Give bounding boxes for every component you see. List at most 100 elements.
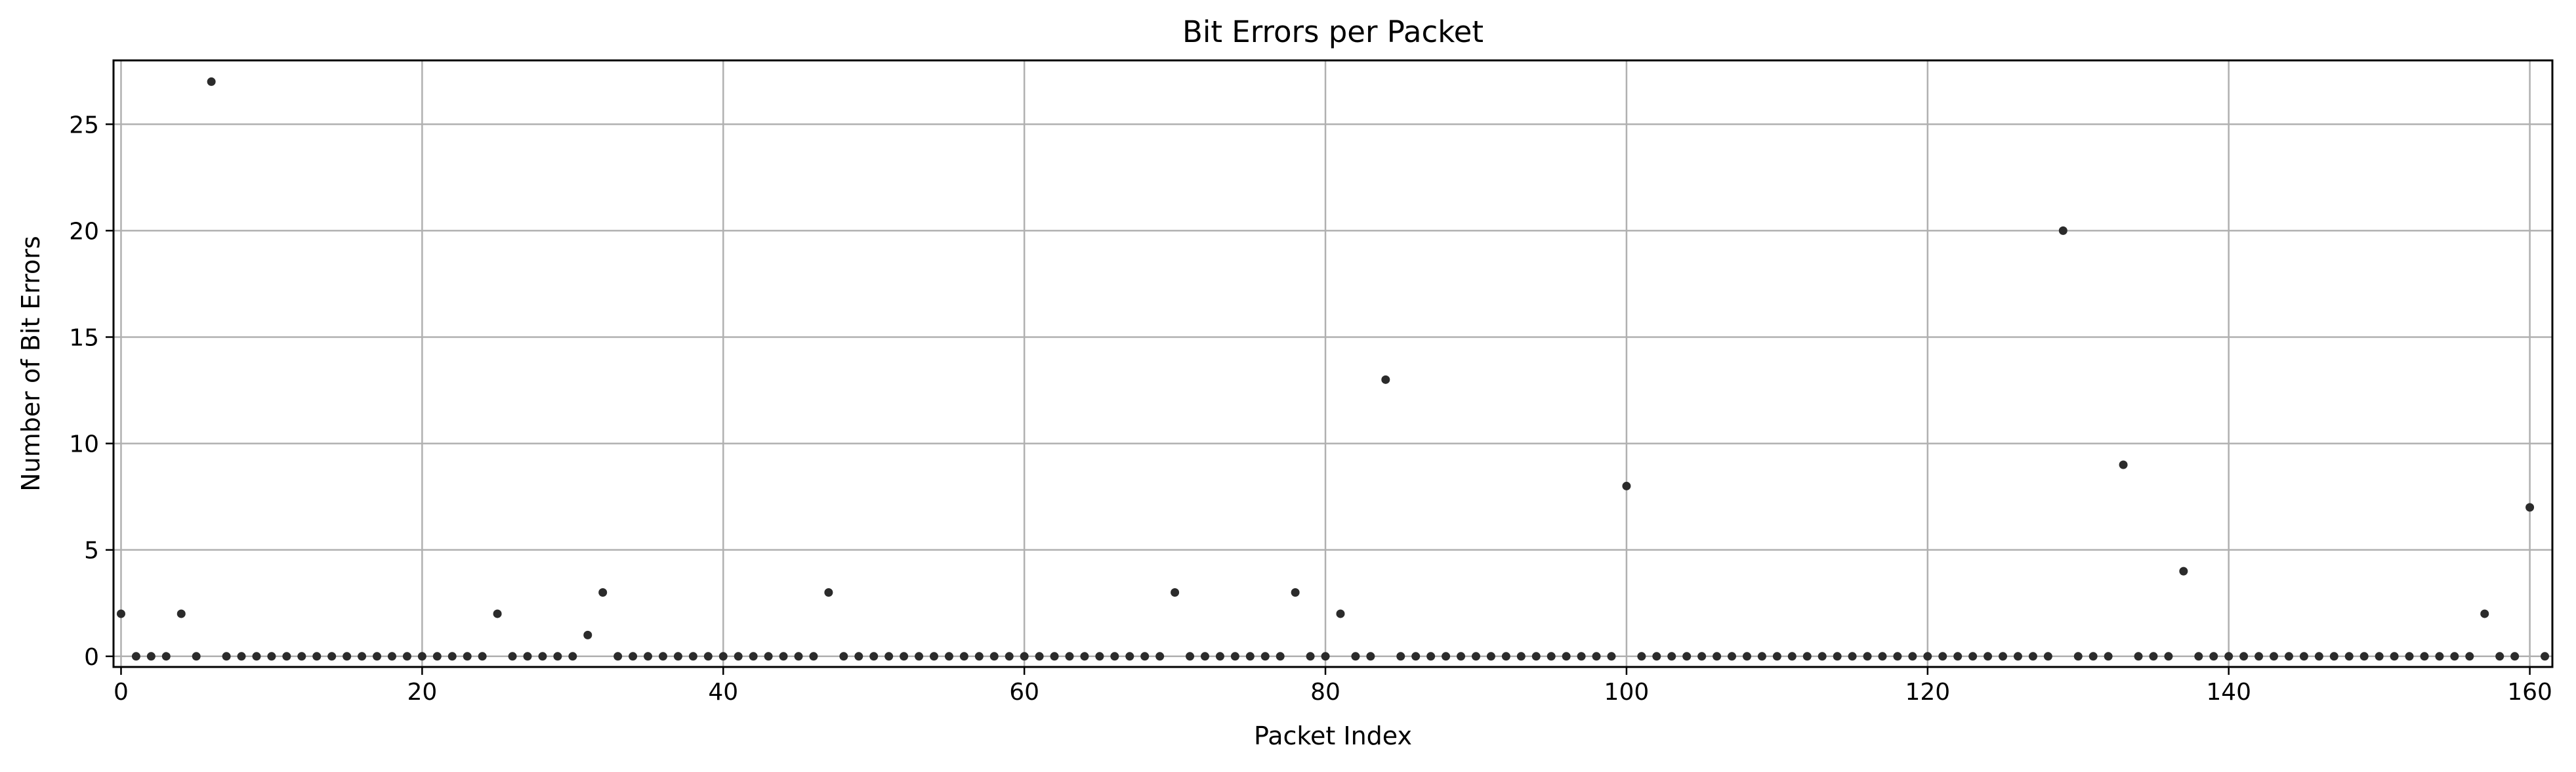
x-tick-label: 100: [1604, 679, 1650, 706]
data-point: [1772, 652, 1781, 661]
data-point: [1878, 652, 1887, 661]
data-point: [312, 652, 322, 661]
data-point: [583, 630, 592, 639]
data-point: [1260, 652, 1270, 661]
data-point: [2254, 652, 2264, 661]
data-point: [1140, 652, 1150, 661]
data-point: [764, 652, 773, 661]
data-point: [508, 652, 517, 661]
data-point: [116, 609, 125, 618]
y-tick-label: 15: [69, 324, 99, 351]
data-point: [2209, 652, 2218, 661]
data-point: [1757, 652, 1766, 661]
data-point: [2420, 652, 2429, 661]
data-point: [1923, 652, 1932, 661]
data-point: [1787, 652, 1797, 661]
data-point: [2450, 652, 2459, 661]
y-tick-label: 10: [69, 431, 99, 458]
data-point: [1607, 652, 1616, 661]
data-point: [267, 652, 276, 661]
data-point: [2239, 652, 2249, 661]
x-tick-label: 140: [2206, 679, 2251, 706]
data-point: [1953, 652, 1963, 661]
x-tick-label: 160: [2507, 679, 2552, 706]
data-point: [553, 652, 562, 661]
data-point: [1155, 652, 1165, 661]
data-point: [1306, 652, 1315, 661]
data-point: [1697, 652, 1707, 661]
data-point: [2284, 652, 2293, 661]
data-point: [1411, 652, 1421, 661]
data-point: [447, 652, 457, 661]
data-point: [974, 652, 984, 661]
data-point: [629, 652, 638, 661]
data-point: [1110, 652, 1119, 661]
data-point: [1471, 652, 1480, 661]
data-point: [161, 652, 171, 661]
data-point: [2088, 652, 2098, 661]
data-point: [1020, 652, 1029, 661]
data-point: [237, 652, 246, 661]
data-point: [749, 652, 758, 661]
data-point: [252, 652, 261, 661]
x-axis-label: Packet Index: [1254, 721, 1412, 750]
data-point: [2149, 652, 2158, 661]
x-tick-label: 120: [1905, 679, 1950, 706]
data-point: [1366, 652, 1375, 661]
data-point: [1276, 652, 1285, 661]
data-point: [432, 652, 442, 661]
data-point: [1080, 652, 1089, 661]
data-point: [1516, 652, 1526, 661]
data-point: [2314, 652, 2323, 661]
data-point: [343, 652, 352, 661]
data-point: [177, 609, 186, 618]
data-point: [1200, 652, 1209, 661]
data-point: [1818, 652, 1827, 661]
data-point: [989, 652, 999, 661]
data-point: [644, 652, 653, 661]
axis-ticks: 0 20 40 60 80 100 120 140 160 0 5 10 15 20 25: [69, 112, 2552, 706]
data-point: [929, 652, 938, 661]
y-tick-label: 25: [69, 112, 99, 139]
data-point: [1893, 652, 1902, 661]
data-point: [2179, 567, 2188, 576]
data-point: [1005, 652, 1014, 661]
data-point: [1802, 652, 1812, 661]
data-point: [734, 652, 743, 661]
data-point: [1968, 652, 1978, 661]
data-point: [2119, 460, 2128, 469]
data-point: [1863, 652, 1872, 661]
data-point: [2525, 503, 2535, 512]
data-point: [959, 652, 968, 661]
data-point: [673, 652, 682, 661]
x-tick-label: 60: [1009, 679, 1039, 706]
data-point: [1245, 652, 1255, 661]
data-point: [1291, 588, 1300, 597]
data-point: [1336, 609, 1345, 618]
data-point: [1938, 652, 1947, 661]
x-tick-label: 20: [407, 679, 437, 706]
grid-lines: [114, 60, 2552, 667]
data-point: [1125, 652, 1134, 661]
data-point: [2028, 652, 2037, 661]
x-tick-label: 80: [1310, 679, 1340, 706]
data-point: [538, 652, 547, 661]
data-point: [2134, 652, 2143, 661]
data-point: [478, 652, 487, 661]
data-point: [2224, 652, 2233, 661]
data-point: [718, 652, 728, 661]
data-point: [1065, 652, 1074, 661]
data-point: [2480, 609, 2489, 618]
data-point: [1833, 652, 1842, 661]
data-point: [1531, 652, 1541, 661]
data-point: [900, 652, 909, 661]
data-point: [1095, 652, 1104, 661]
data-point: [809, 652, 818, 661]
data-point: [1592, 652, 1601, 661]
data-point: [1984, 652, 1993, 661]
data-point: [1442, 652, 1451, 661]
data-point: [1215, 652, 1224, 661]
data-point: [854, 652, 863, 661]
data-point: [2270, 652, 2279, 661]
